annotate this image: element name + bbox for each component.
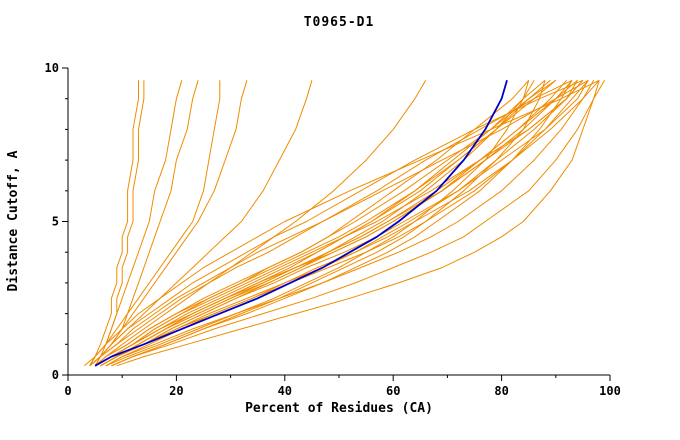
curve-model-30 (89, 80, 248, 367)
curve-model-13 (105, 80, 530, 367)
y-tick-label: 0 (52, 368, 59, 382)
curve-model-17 (100, 80, 589, 367)
curve-model-12 (94, 79, 584, 367)
y-tick-label: 10 (45, 61, 59, 75)
curve-model-28 (89, 80, 183, 367)
x-tick-label: 100 (599, 384, 621, 398)
axes-layer: 0 20 40 60 80 100 0 5 10 (45, 61, 621, 398)
curve-model-21 (111, 80, 573, 367)
series-layer (83, 79, 606, 367)
curve-model-19 (100, 79, 546, 367)
curve-model-09 (111, 80, 606, 367)
y-axis-label: Distance Cutoff, A (6, 150, 21, 291)
x-tick-label: 20 (169, 384, 183, 398)
curve-model-02 (105, 79, 600, 367)
x-tick-label: 80 (494, 384, 508, 398)
curve-model-32 (94, 80, 427, 367)
curve-model-26 (89, 80, 139, 367)
curve-model-31 (89, 80, 313, 367)
curve-model-06 (89, 79, 584, 367)
curve-model-33 (89, 80, 221, 367)
curve-model-05 (89, 79, 573, 367)
y-tick-label: 5 (52, 215, 59, 229)
x-tick-label: 60 (386, 384, 400, 398)
curve-model-22 (94, 79, 584, 367)
curve-model-20 (105, 80, 578, 367)
x-tick-label: 0 (64, 384, 71, 398)
x-axis-label: Percent of Residues (CA) (245, 401, 433, 416)
x-tick-label: 40 (278, 384, 292, 398)
curve-model-25 (116, 80, 600, 367)
chart-title: T0965-D1 (304, 15, 375, 30)
curve-model-23 (94, 79, 530, 367)
curve-target-model-blue (94, 80, 508, 367)
